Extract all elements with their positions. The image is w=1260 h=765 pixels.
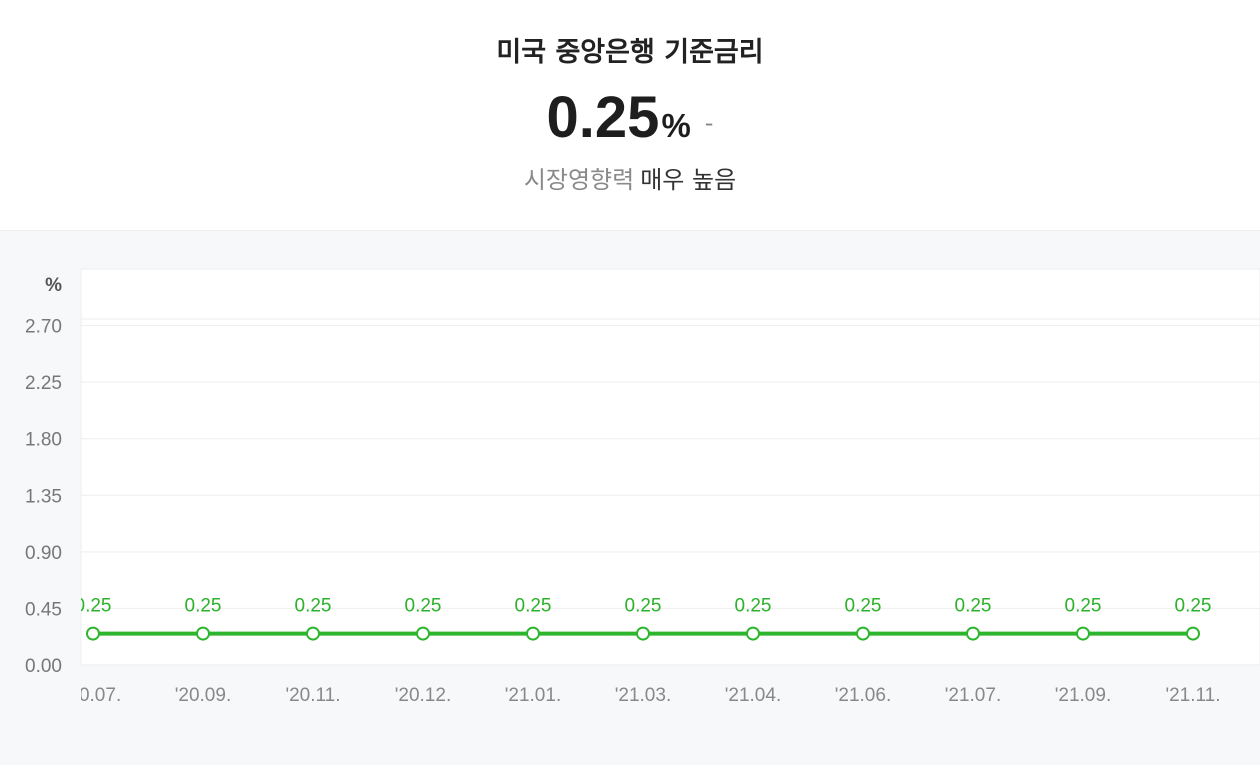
data-label: 0.25 [185,596,222,617]
value-unit: % [661,107,691,144]
data-label: 0.25 [1175,596,1212,617]
current-value: 0.25 [546,85,660,150]
x-tick-label: '20.09. [175,685,231,706]
x-tick-label: '21.07. [945,685,1001,706]
indicator-header: 미국 중앙은행 기준금리 0.25% - 시장영향력 매우 높음 [0,0,1260,230]
market-influence: 시장영향력 매우 높음 [0,160,1260,195]
line-chart: 0.00 0.45 0.90 1.35 1.80 2.25 2.70% '20.07. '20.… [25,268,1260,706]
plot-panel [80,268,1260,666]
data-label: 0.25 [625,596,662,617]
x-tick-label: '20.12. [395,685,451,706]
x-tick-label: '21.11. [1165,685,1220,706]
data-point [636,626,650,641]
data-point [966,626,980,641]
x-tick-label: '21.03. [615,685,671,706]
x-tick-label: '21.06. [835,685,891,706]
change-indicator: - [704,109,714,137]
data-point [526,626,540,641]
influence-label: 시장영향력 [523,166,635,194]
data-point [86,626,100,641]
current-value-row: 0.25% - [0,84,1260,151]
y-tick-label: 2.70 [25,317,62,338]
x-tick-label: '21.01. [505,685,561,706]
data-point [746,626,760,641]
data-label: 0.25 [75,596,112,617]
page-title: 미국 중앙은행 기준금리 [496,37,764,68]
data-point [856,626,870,641]
data-label: 0.25 [1065,596,1102,617]
y-tick-label: 0.90 [25,543,62,564]
data-label: 0.25 [735,596,772,617]
data-label: 0.25 [405,596,442,617]
influence-level: 매우 높음 [640,166,737,194]
data-label: 0.25 [295,596,332,617]
chart-area: 0.00 0.45 0.90 1.35 1.80 2.25 2.70% '20.07. '20.… [0,230,1260,765]
y-tick-label: 1.80 [25,430,62,451]
data-point [306,626,320,641]
data-label: 0.25 [515,596,552,617]
y-tick-label: 0.45 [25,599,62,620]
x-tick-label: '21.09. [1055,685,1111,706]
data-point [416,626,430,641]
data-point [1076,626,1090,641]
x-tick-label: '20.11. [285,685,340,706]
data-point [1186,626,1200,641]
data-label: 0.25 [845,596,882,617]
y-tick-label: 2.25 [25,373,62,394]
data-label: 0.25 [955,596,992,617]
y-tick-label: 1.35 [25,486,62,507]
y-tick-label: 0.00 [25,656,62,677]
x-tick-label: '21.04. [725,685,781,706]
data-point [196,626,210,641]
x-tick-label: '20.07. [65,685,121,706]
y-axis-unit: % [45,275,62,296]
